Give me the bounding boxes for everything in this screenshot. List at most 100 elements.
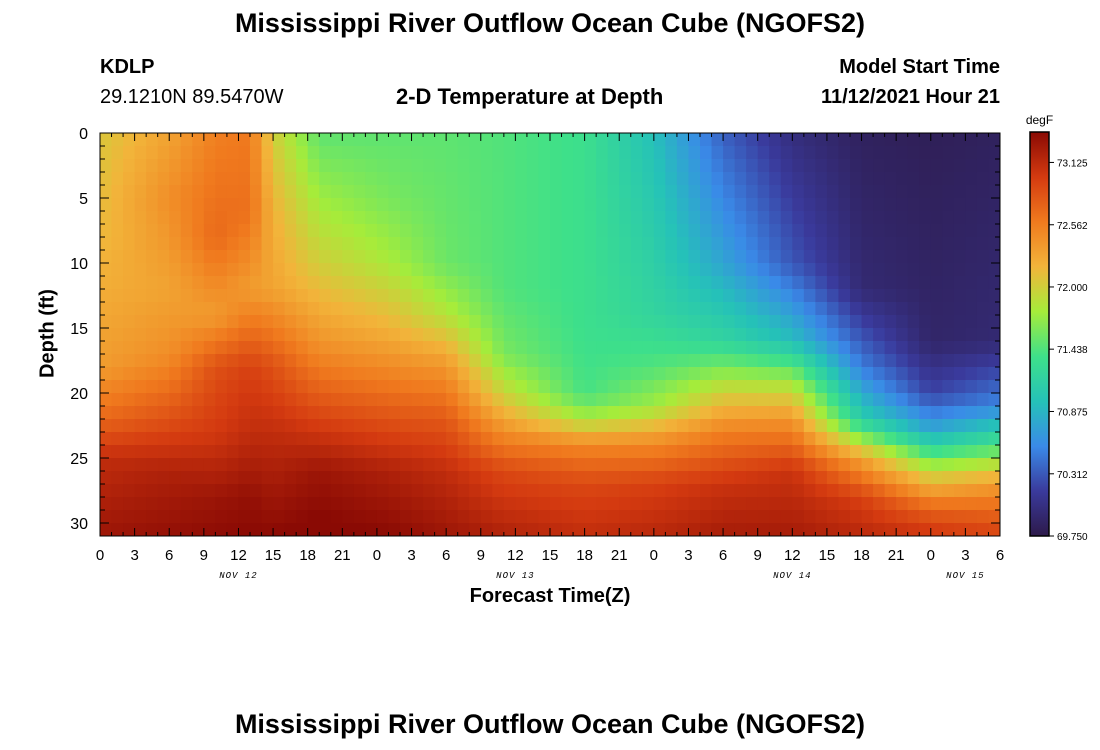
heatmap-cell xyxy=(296,211,309,225)
heatmap-cell xyxy=(850,523,863,536)
heatmap-cell xyxy=(319,250,332,264)
heatmap-cell xyxy=(284,315,297,329)
heatmap-cell xyxy=(919,276,932,290)
heatmap-cell xyxy=(365,224,378,238)
heatmap-cell xyxy=(757,458,770,472)
heatmap-cell xyxy=(792,484,805,498)
heatmap-cell xyxy=(307,367,320,381)
heatmap-cell xyxy=(538,302,551,316)
heatmap-cell xyxy=(619,510,632,524)
heatmap-cell xyxy=(169,315,182,329)
heatmap-cell xyxy=(226,328,240,342)
heatmap-cell xyxy=(203,497,216,511)
heatmap-cell xyxy=(792,185,805,199)
heatmap-cell xyxy=(319,263,332,277)
heatmap-cell xyxy=(480,302,493,316)
heatmap-cell xyxy=(319,354,332,368)
heatmap-cell xyxy=(561,484,574,498)
heatmap-cell xyxy=(261,211,274,225)
heatmap-cell xyxy=(296,458,309,472)
heatmap-cell xyxy=(261,289,274,303)
heatmap-cell xyxy=(907,406,920,420)
heatmap-cell xyxy=(446,484,459,498)
heatmap-cell xyxy=(953,159,966,173)
heatmap-cell xyxy=(261,185,274,199)
heatmap-cell xyxy=(803,276,816,290)
heatmap-cell xyxy=(503,497,516,511)
heatmap-cell xyxy=(884,328,897,342)
heatmap-cell xyxy=(907,133,920,147)
heatmap-cell xyxy=(238,198,251,212)
heatmap-cell xyxy=(850,354,863,368)
heatmap-cell xyxy=(780,263,793,277)
heatmap-cell xyxy=(238,328,251,342)
heatmap-cell xyxy=(538,458,551,472)
heatmap-cell xyxy=(976,523,990,536)
heatmap-cell xyxy=(861,406,874,420)
heatmap-cell xyxy=(446,133,459,147)
heatmap-cell xyxy=(665,289,678,303)
heatmap-cell xyxy=(919,185,932,199)
heatmap-cell xyxy=(653,432,666,446)
heatmap-cell xyxy=(123,484,136,498)
heatmap-cell xyxy=(146,172,159,186)
heatmap-cell xyxy=(388,406,401,420)
heatmap-cell xyxy=(976,354,990,368)
heatmap-cell xyxy=(203,484,216,498)
heatmap-cell xyxy=(573,302,586,316)
heatmap-cell xyxy=(861,484,874,498)
heatmap-cell xyxy=(250,172,263,186)
heatmap-cell xyxy=(169,237,182,251)
heatmap-cell xyxy=(411,445,424,459)
heatmap-cell xyxy=(169,419,182,433)
heatmap-cell xyxy=(746,510,759,524)
heatmap-cell xyxy=(157,289,170,303)
heatmap-cell xyxy=(307,224,320,238)
heatmap-cell xyxy=(180,445,193,459)
heatmap-cell xyxy=(734,328,747,342)
chart-subtitle: 2-D Temperature at Depth xyxy=(396,84,664,109)
heatmap-cell xyxy=(596,419,609,433)
heatmap-cell xyxy=(319,497,332,511)
heatmap-cell xyxy=(319,380,332,394)
heatmap-cell xyxy=(826,419,840,433)
heatmap-cell xyxy=(665,367,678,381)
heatmap-cell xyxy=(930,211,943,225)
heatmap-cell xyxy=(734,133,747,147)
heatmap-cell xyxy=(584,393,597,407)
heatmap-cell xyxy=(319,198,332,212)
heatmap-cell xyxy=(503,185,516,199)
heatmap-cell xyxy=(734,237,747,251)
heatmap-cell xyxy=(907,471,920,485)
x-tick-label: 0 xyxy=(927,547,935,564)
heatmap-cell xyxy=(261,458,274,472)
heatmap-cell xyxy=(838,224,851,238)
heatmap-cell xyxy=(469,146,482,160)
heatmap-cell xyxy=(457,445,470,459)
heatmap-cell xyxy=(676,237,690,251)
heatmap-cell xyxy=(284,445,297,459)
heatmap-cell xyxy=(457,406,470,420)
heatmap-cell xyxy=(619,471,632,485)
heatmap-cell xyxy=(769,380,782,394)
heatmap-cell xyxy=(446,367,459,381)
heatmap-cell xyxy=(123,341,136,355)
heatmap-cell xyxy=(596,302,609,316)
heatmap-cell xyxy=(688,510,701,524)
heatmap-cell xyxy=(376,458,390,472)
heatmap-cell xyxy=(446,354,459,368)
heatmap-cell xyxy=(180,185,193,199)
heatmap-cell xyxy=(953,458,966,472)
heatmap-cell xyxy=(215,523,228,536)
heatmap-cell xyxy=(965,237,978,251)
heatmap-cell xyxy=(203,224,216,238)
heatmap-cell xyxy=(826,497,840,511)
heatmap-cell xyxy=(215,406,228,420)
heatmap-cell xyxy=(561,133,574,147)
heatmap-cell xyxy=(826,185,840,199)
heatmap-cell xyxy=(400,289,413,303)
heatmap-cell xyxy=(746,302,759,316)
heatmap-cell xyxy=(861,159,874,173)
heatmap-cell xyxy=(538,289,551,303)
heatmap-cell xyxy=(976,380,990,394)
